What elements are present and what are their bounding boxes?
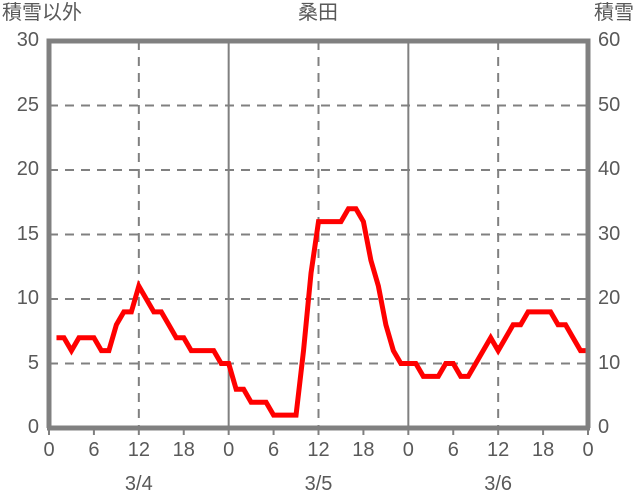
x-axis-tick-label: 12	[307, 439, 330, 461]
x-axis-day-label: 3/5	[304, 473, 333, 495]
right-axis-tick-label: 20	[598, 287, 621, 309]
x-axis-day-label: 3/6	[484, 473, 513, 495]
left-axis-tick-label: 10	[16, 287, 39, 309]
x-axis-tick-label: 0	[402, 439, 414, 461]
right-axis-tick-label: 60	[598, 29, 621, 51]
x-axis-tick-label: 6	[268, 439, 280, 461]
right-axis-tick-label: 30	[598, 222, 621, 245]
x-axis-tick-label: 12	[487, 439, 510, 461]
right-axis-tick-label: 50	[598, 93, 621, 116]
x-axis-tick-label: 18	[531, 439, 555, 461]
frame-outline	[46, 38, 591, 428]
left-axis-tick-label: 0	[27, 416, 39, 438]
right-axis-tick-label: 40	[598, 158, 621, 180]
x-axis-day-label: 3/4	[124, 473, 153, 495]
page-title: 桑田	[298, 2, 338, 24]
x-axis-tick-label: 18	[172, 439, 195, 461]
left-axis-title: 積雪以外	[2, 2, 82, 24]
right-axis-tick-label: 10	[598, 351, 621, 374]
x-axis-tick-label: 12	[127, 439, 150, 461]
x-axis-tick-label: 0	[582, 439, 594, 461]
left-axis-tick-label: 30	[16, 29, 39, 51]
series-line-other	[56, 206, 588, 418]
x-axis-tick-label: 18	[352, 439, 375, 461]
x-axis-tick-label: 0	[43, 439, 55, 461]
x-axis-tick-label: 6	[447, 439, 459, 461]
right-axis-tick-label: 0	[598, 416, 610, 438]
x-axis-tick-label: 6	[88, 439, 100, 461]
left-axis-tick-label: 25	[16, 93, 39, 116]
plot-frame	[46, 38, 591, 431]
x-axis-tick-label: 0	[223, 439, 235, 461]
left-axis-tick-label: 15	[16, 222, 39, 245]
left-axis-tick-label: 5	[27, 351, 39, 374]
left-axis-tick-label: 20	[16, 158, 39, 180]
right-axis-title: 積雪	[594, 2, 634, 24]
